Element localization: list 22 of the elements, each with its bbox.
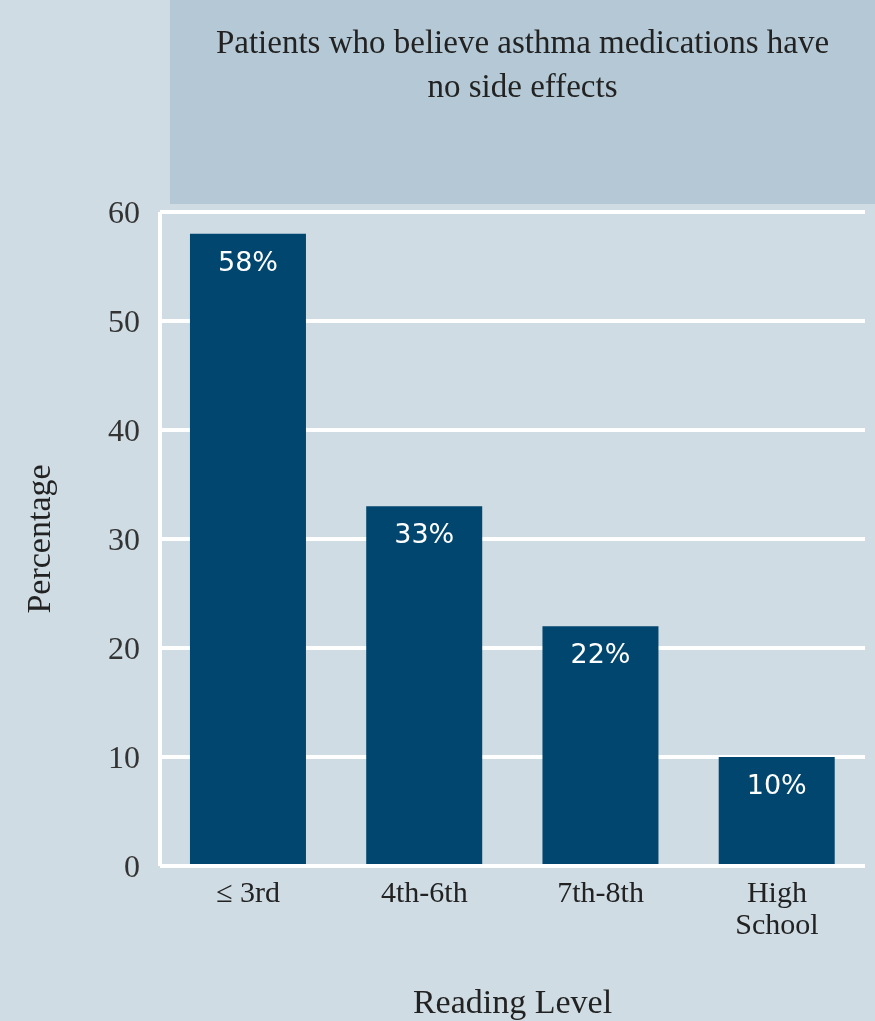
- y-tick-label: 40: [108, 412, 140, 449]
- y-tick-label: 0: [124, 848, 140, 885]
- data-label: 58%: [217, 245, 278, 277]
- bar: [718, 757, 835, 866]
- y-tick-label: 60: [108, 194, 140, 231]
- x-tick-label: 4th-6th: [381, 875, 468, 908]
- data-label: 22%: [570, 638, 631, 670]
- data-label: 33%: [394, 518, 455, 550]
- y-tick-label: 10: [108, 739, 140, 776]
- y-tick-label: 50: [108, 303, 140, 340]
- y-axis-title: Percentage: [20, 464, 58, 614]
- bar: [542, 626, 659, 866]
- bar: [189, 233, 306, 866]
- x-axis-title: Reading Level: [412, 983, 613, 1020]
- x-tick-label: 7th-8th: [557, 875, 644, 908]
- y-tick-label: 20: [108, 630, 140, 667]
- y-tick-label: 30: [108, 521, 140, 558]
- x-tick-label: High School: [735, 875, 819, 940]
- data-label: 10%: [746, 769, 807, 801]
- bar: [366, 506, 483, 866]
- x-tick-label: ≤ 3rd: [216, 875, 281, 908]
- chart-title: Patients who believe asthma medications have no side effects: [214, 23, 831, 106]
